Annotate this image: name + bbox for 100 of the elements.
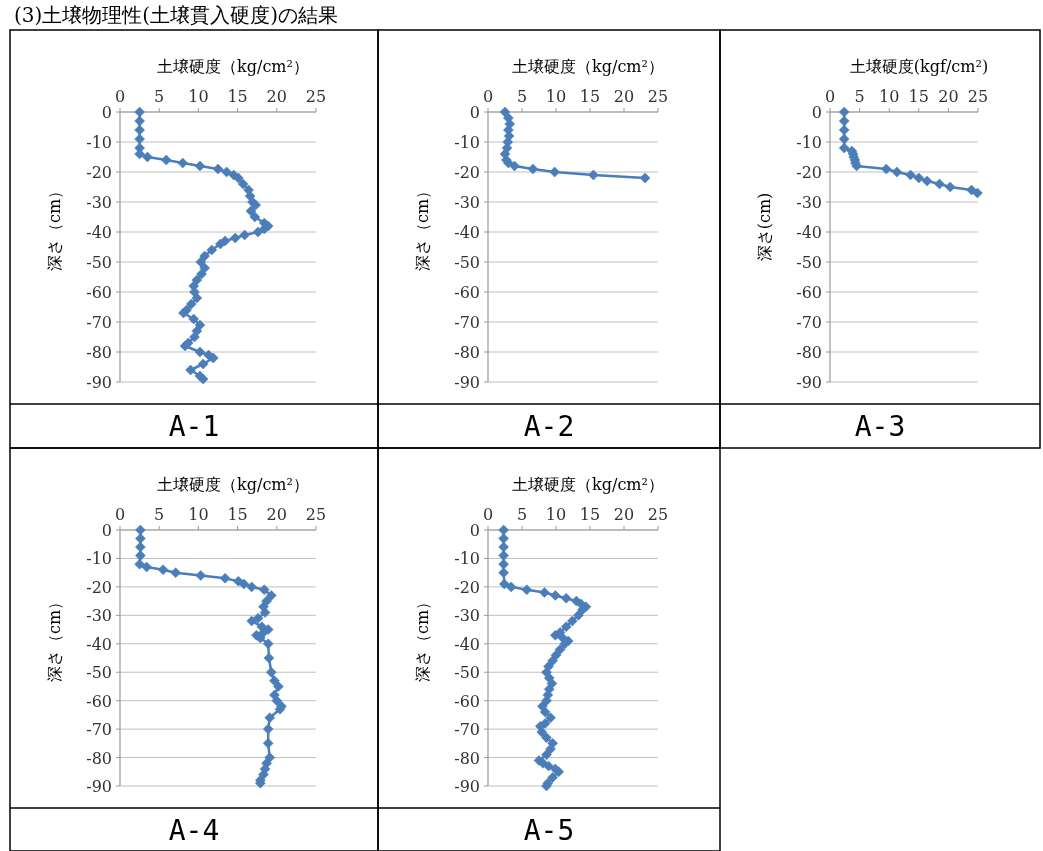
x-tick-label: 15	[227, 505, 248, 524]
x-tick-label: 15	[579, 87, 601, 106]
point	[905, 169, 916, 181]
point	[199, 250, 210, 262]
x-tick-label: 0	[482, 87, 494, 106]
y-tick-label: -80	[796, 343, 822, 362]
point	[196, 268, 207, 280]
point	[541, 749, 552, 760]
point	[891, 166, 903, 178]
point	[262, 638, 274, 650]
point	[498, 524, 509, 536]
point	[135, 524, 146, 536]
x-tick-label: 20	[613, 87, 635, 106]
point	[221, 166, 232, 178]
y-tick-label: -20	[454, 163, 480, 182]
point	[573, 610, 584, 621]
point	[264, 712, 275, 723]
x-axis-title: 土壌硬度（kg/cm²）	[512, 57, 664, 76]
y-tick-label: -40	[454, 634, 480, 654]
y-tick-label: -80	[86, 748, 112, 768]
point	[537, 701, 548, 712]
point	[230, 232, 241, 244]
point	[246, 581, 257, 593]
chart-title: (3)土壌物理性(土壌貫入硬度)の結果	[14, 3, 338, 27]
point	[208, 352, 219, 364]
point	[195, 570, 206, 581]
x-tick-label: 5	[516, 87, 528, 106]
point	[913, 172, 925, 184]
point	[588, 169, 599, 181]
y-tick-label: -50	[796, 253, 822, 272]
point	[541, 732, 552, 743]
point	[521, 584, 533, 595]
y-tick-label: -50	[454, 663, 480, 683]
point	[560, 593, 572, 604]
text: A-1	[168, 410, 220, 443]
y-tick-label: -70	[454, 313, 480, 332]
y-tick-label: -80	[86, 343, 112, 362]
x-tick-label: 0	[114, 505, 126, 524]
point	[838, 142, 850, 154]
y-tick-label: -80	[454, 748, 480, 768]
x-tick-label: 25	[647, 505, 669, 524]
point	[238, 578, 250, 590]
point	[944, 181, 956, 193]
x-tick-label: 5	[854, 87, 865, 106]
point	[509, 160, 520, 172]
point	[966, 184, 977, 196]
point	[838, 106, 850, 118]
point	[134, 133, 145, 145]
x-tick-label: 20	[613, 505, 635, 524]
point	[266, 590, 277, 601]
point	[206, 244, 217, 256]
point	[972, 187, 983, 199]
point	[498, 533, 509, 544]
y-tick-label: -90	[796, 373, 822, 392]
y-tick-label: -10	[86, 549, 112, 569]
y-tick-label: -10	[454, 133, 480, 152]
y-axis-title: 深さ（cm）	[45, 593, 64, 683]
y-tick-label: -50	[86, 663, 112, 683]
y-tick-label: -70	[796, 313, 822, 332]
point	[505, 581, 517, 593]
point	[215, 238, 226, 250]
point	[259, 607, 271, 618]
point	[233, 172, 244, 184]
point	[134, 558, 145, 570]
point	[141, 561, 152, 573]
x-tick-label: 0	[482, 505, 494, 524]
x-tick-label: 10	[545, 87, 567, 106]
point	[135, 550, 146, 561]
y-tick-label: -60	[454, 691, 480, 711]
point	[263, 652, 275, 664]
y-tick-label: -50	[86, 253, 112, 272]
point	[161, 154, 172, 166]
point	[554, 644, 566, 655]
y-axis-title: 深さ(cm)	[755, 192, 774, 262]
y-tick-label: -60	[86, 691, 112, 711]
point	[921, 175, 933, 187]
y-tick-label: -20	[86, 577, 112, 597]
y-tick-label: 0	[469, 521, 480, 540]
x-tick-label: 20	[938, 87, 959, 106]
text: A-2	[523, 410, 575, 443]
point	[539, 587, 550, 598]
y-tick-label: 0	[101, 103, 112, 122]
y-tick-label: -60	[86, 283, 112, 302]
y-tick-label: -90	[454, 373, 480, 392]
point	[527, 163, 539, 175]
x-tick-label: 15	[227, 87, 248, 106]
point	[142, 151, 153, 163]
point	[219, 573, 231, 584]
point	[259, 584, 270, 595]
y-tick-label: -90	[454, 777, 480, 796]
y-tick-label: -60	[796, 283, 822, 302]
point	[262, 738, 274, 749]
x-tick-label: 25	[647, 87, 669, 106]
y-tick-label: 0	[811, 103, 822, 122]
point	[195, 256, 206, 268]
text: A-4	[168, 813, 220, 847]
x-tick-label: 15	[579, 505, 601, 524]
y-tick-label: -30	[454, 606, 480, 626]
x-tick-label: 5	[154, 505, 165, 524]
point	[194, 160, 206, 172]
